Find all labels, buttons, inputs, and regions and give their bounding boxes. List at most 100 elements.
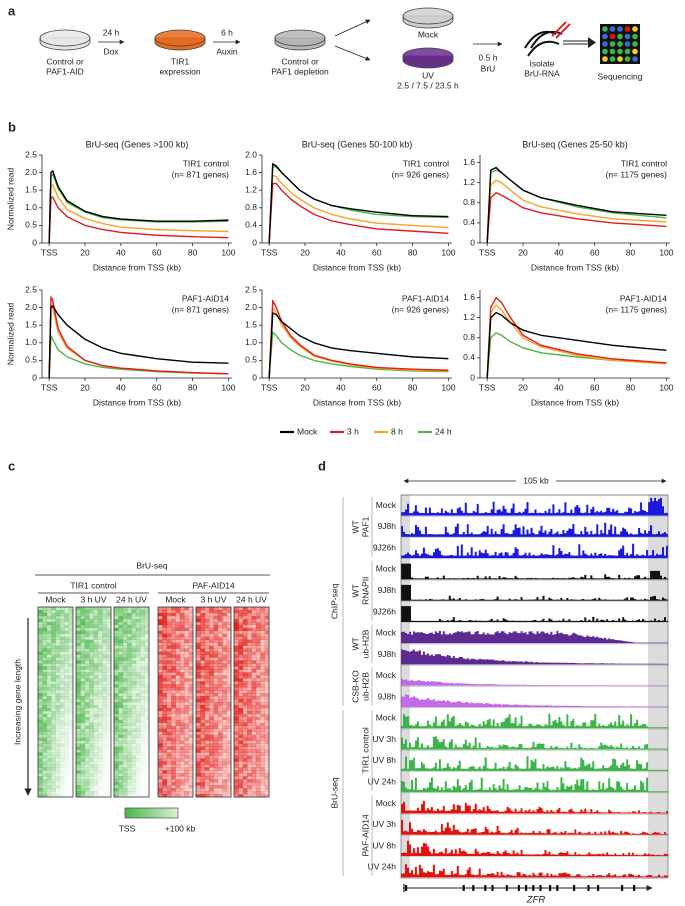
heatmap-cell (184, 749, 189, 753)
heatmap-cell (166, 737, 172, 741)
heatmap-cell (166, 782, 172, 786)
heatmap-cell (131, 794, 137, 798)
heatmap-cell (242, 734, 248, 738)
heatmap-cell (46, 791, 52, 795)
heatmap-cell (93, 666, 99, 670)
heatmap-cell (166, 788, 172, 792)
heatmap-cell (222, 684, 227, 688)
heatmap-cell (131, 770, 137, 774)
heatmap-cell (84, 669, 90, 673)
heatmap-cell (175, 657, 181, 661)
heatmap-cell (59, 755, 65, 759)
group-label: RNAPII (360, 577, 370, 605)
heatmap-cell (196, 609, 201, 614)
heatmap-cell (184, 654, 189, 658)
signal-track (401, 584, 668, 601)
heatmap-cell (158, 675, 163, 679)
signal-track (401, 713, 668, 729)
heatmap-cell (166, 645, 172, 649)
heatmap-cell (51, 728, 56, 732)
heatmap-cell (238, 704, 244, 709)
heatmap-cell (107, 773, 112, 776)
heatmap-cell (114, 770, 119, 774)
heatmap-cell (42, 684, 48, 688)
heatmap-cell (97, 728, 103, 732)
heatmap-cell (68, 681, 74, 685)
heatmap-cell (166, 779, 172, 783)
heatmap-cell (226, 788, 232, 792)
heatmap-cell (234, 699, 239, 703)
heatmap-cell (64, 785, 69, 788)
heatmap-cell (184, 758, 189, 762)
heatmap-cell (76, 651, 81, 655)
heatmap-cell (238, 657, 244, 661)
heatmap-cell (251, 651, 257, 655)
heatmap-cell (46, 678, 52, 682)
heatmap-cell (204, 749, 210, 753)
heatmap-cell (226, 675, 232, 679)
heatmap-cell (106, 710, 112, 715)
heatmap-cell (97, 690, 103, 694)
x-axis-label: Distance from TSS (kb) (313, 397, 401, 407)
heatmap-cell (238, 791, 244, 795)
heatmap-cell (162, 713, 168, 718)
heatmap-cell (76, 743, 81, 747)
heatmap-cell (179, 758, 185, 762)
heatmap-cell (200, 752, 206, 756)
heatmap-cell (118, 624, 124, 629)
heatmap-cell (247, 702, 252, 706)
heatmap-cell (127, 719, 132, 724)
heatmap-cell (238, 615, 244, 620)
heatmap-cell (175, 716, 181, 721)
heatmap-cell (175, 669, 181, 673)
sequencing-dot (632, 26, 638, 32)
heatmap-cell (46, 654, 52, 658)
heatmap-cell (209, 615, 214, 620)
heatmap-cell (93, 660, 99, 664)
heatmap-cell (260, 607, 265, 611)
heatmap-cell (84, 693, 90, 697)
heatmap-cell (242, 702, 248, 706)
heatmap-cell (251, 681, 257, 685)
track-label: UV 24h (368, 777, 397, 787)
heatmap-cell (242, 690, 248, 694)
heatmap-cell (97, 621, 103, 626)
heatmap-cell (188, 660, 194, 664)
heatmap-cell (69, 776, 74, 779)
heatmap-cell (46, 639, 52, 643)
y-tick-label: 2.5 (245, 284, 257, 294)
heatmap-cell (162, 639, 168, 643)
heatmap-cell (251, 615, 257, 620)
heatmap-cell (68, 627, 74, 632)
heatmap-cell (38, 639, 43, 643)
heatmap-cell (42, 672, 48, 676)
heatmap-cell (93, 657, 99, 661)
heatmap-cell (42, 773, 48, 777)
heatmap-cell (140, 746, 145, 750)
heatmap-cell (140, 654, 145, 658)
heatmap-cell (144, 618, 150, 623)
heatmap-cell (42, 666, 48, 670)
heatmap-cell (188, 636, 194, 640)
heatmap-cell (255, 675, 261, 679)
heatmap-cell (162, 752, 168, 756)
heatmap-cell (260, 761, 265, 765)
heatmap-cell (122, 627, 128, 632)
heatmap-cell (97, 612, 103, 617)
heatmap-cell (144, 639, 150, 643)
heatmap-cell (196, 719, 201, 724)
heatmap-cell (93, 672, 99, 676)
heatmap-cell (226, 648, 232, 652)
heatmap-cell (84, 785, 90, 789)
heatmap-cell (93, 615, 99, 620)
step-label: Isolate (529, 58, 554, 68)
x-tick-label: 40 (336, 382, 346, 392)
heatmap-cell (184, 731, 189, 735)
heatmap-cell (209, 612, 214, 617)
heatmap-cell (188, 710, 194, 715)
heatmap-cell (102, 752, 107, 756)
heatmap-cell (226, 779, 232, 783)
heatmap-cell (145, 770, 150, 773)
heatmap-cell (222, 755, 227, 759)
heatmap-cell (84, 710, 90, 715)
